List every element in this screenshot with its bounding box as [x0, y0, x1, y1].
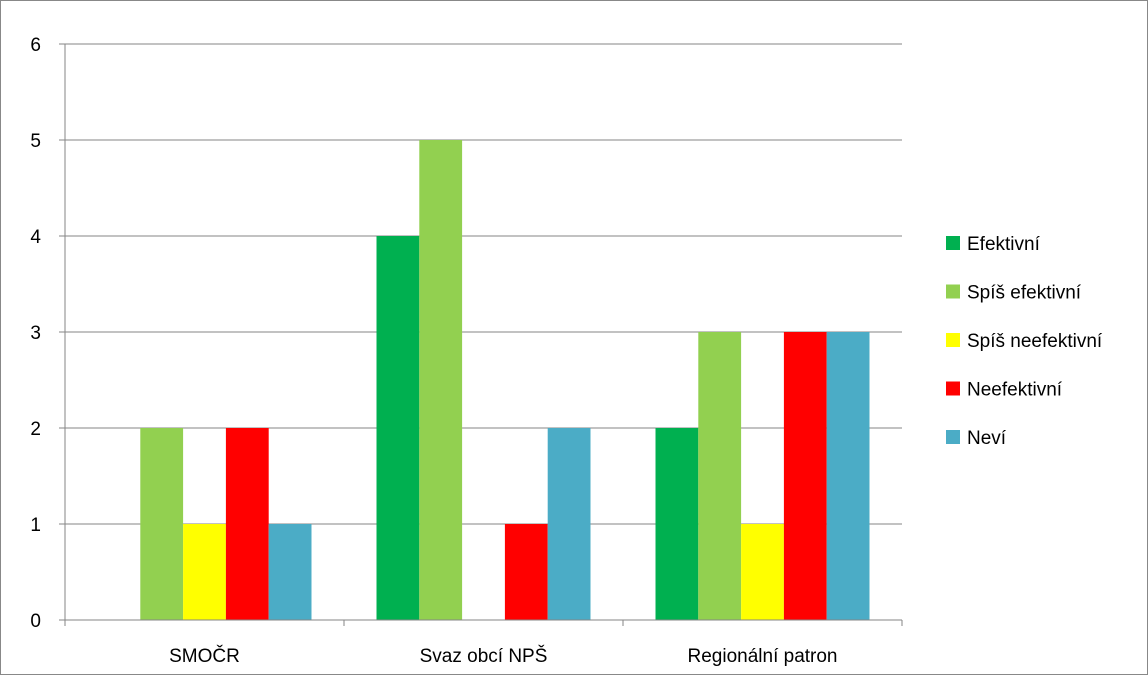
axes: 0 1 2 3 4 5 6 SMOČR Svaz obcí NPŠ Regionální patr…: [30, 35, 903, 667]
legend-label: Spíš efektivní: [967, 283, 1082, 304]
y-tick-label: 5: [30, 131, 41, 152]
bar: [655, 428, 699, 620]
legend-label: Neefektivní: [967, 380, 1063, 401]
y-tick-label: 1: [30, 515, 41, 536]
gridlines: [65, 43, 902, 525]
bar: [268, 524, 312, 620]
legend-label: Efektivní: [967, 234, 1041, 255]
bars: [140, 140, 870, 620]
bar: [741, 524, 784, 620]
x-tick-label: SMOČR: [169, 645, 240, 667]
y-tick-label: 3: [30, 323, 41, 344]
y-tick-label: 6: [30, 35, 41, 56]
bar: [783, 332, 827, 620]
legend-swatch: [946, 236, 960, 250]
legend-label: Spíš neefektivní: [967, 331, 1103, 352]
x-tick-label: Svaz obcí NPŠ: [420, 645, 548, 667]
bar: [183, 524, 226, 620]
legend-label: Neví: [967, 428, 1007, 449]
bar: [140, 428, 184, 620]
legend-swatch: [946, 430, 960, 444]
bar: [698, 332, 742, 620]
bar: [547, 428, 591, 620]
y-tick-label: 0: [30, 611, 41, 632]
legend-swatch: [946, 284, 960, 299]
y-tick-label: 4: [30, 227, 41, 248]
x-tick-label: Regionální patron: [688, 646, 838, 667]
y-tick-label: 2: [30, 419, 41, 440]
legend-swatch: [946, 381, 960, 396]
bar: [504, 524, 548, 620]
bar: [376, 236, 420, 620]
bar: [826, 332, 870, 620]
bar: [225, 428, 269, 620]
legend-swatch: [946, 333, 960, 347]
legend: Efektivní Spíš efektivní Spíš neefektivní N…: [946, 234, 1103, 449]
bar: [419, 140, 463, 620]
